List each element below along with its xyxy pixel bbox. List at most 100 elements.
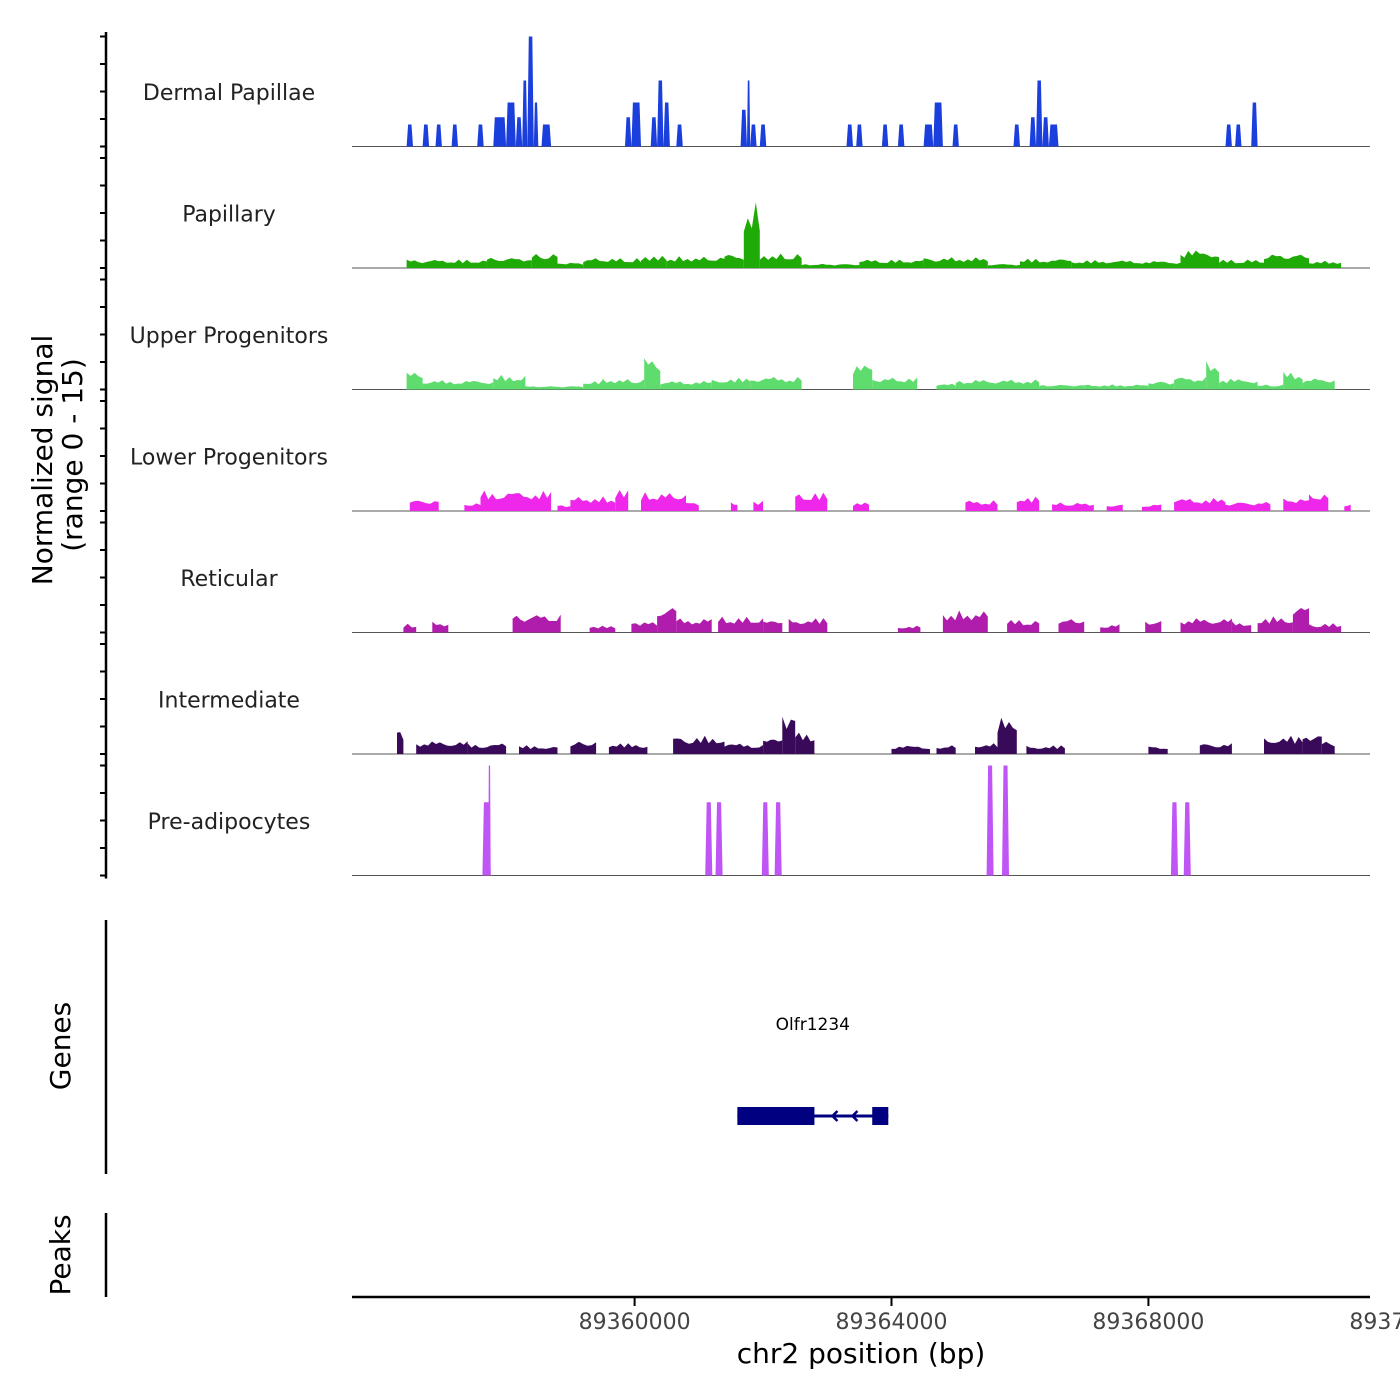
gene-olfr1234: Olfr1234: [737, 1015, 889, 1125]
coverage-peak: [1174, 376, 1207, 390]
coverage-peak: [750, 377, 802, 390]
coverage-peak: [1052, 502, 1094, 511]
coverage-peak: [486, 257, 532, 268]
track-lower-progenitors: Lower Progenitors: [130, 446, 1370, 512]
coverage-peak: [1013, 124, 1020, 147]
coverage-peak: [515, 117, 523, 147]
coverage-peak: [506, 102, 516, 147]
coverage-peak: [1142, 261, 1181, 268]
coverage-peak: [1257, 384, 1284, 390]
x-axis-ticks: 89360000 89364000 89368000 89372000: [579, 1297, 1400, 1335]
gene-models: Olfr1234: [737, 1015, 889, 1125]
coverage-peak: [753, 500, 764, 511]
coverage-peak: [743, 202, 760, 268]
coverage-peak: [782, 716, 796, 754]
coverage-peak: [666, 256, 725, 268]
coverage-peak: [801, 263, 860, 268]
coverage-peak: [859, 259, 924, 268]
coverage-peak: [480, 490, 552, 511]
coverage-peak: [570, 496, 616, 511]
coverage-peak: [1235, 124, 1242, 147]
track-pre-adipocytes: Pre-adipocytes: [148, 765, 1370, 876]
coverage-peak: [403, 623, 417, 633]
coverage-peak: [1042, 117, 1049, 147]
coverage-peak: [774, 802, 782, 876]
signal-y-axis: [100, 32, 108, 879]
coverage-peak: [1206, 361, 1220, 390]
coverage-peak: [557, 262, 584, 268]
gene-exon: [737, 1107, 815, 1125]
track-label: Dermal Papillae: [143, 81, 315, 106]
coverage-peak: [602, 378, 645, 390]
coverage-peak: [795, 492, 828, 511]
coverage-peak: [533, 102, 539, 147]
coverage-peak: [1231, 621, 1252, 633]
coverage-peak: [1174, 498, 1226, 511]
track-upper-progenitors: Upper Progenitors: [130, 324, 1370, 390]
coverage-peak: [1219, 259, 1264, 268]
track-dermal-papillae: Dermal Papillae: [143, 36, 1370, 147]
coverage-peak: [761, 802, 769, 876]
coverage-peak: [1002, 765, 1009, 876]
coverage-peak: [923, 257, 988, 268]
coverage-peak: [1264, 254, 1309, 268]
coverage-peak: [435, 124, 442, 147]
coverage-peak: [923, 124, 934, 147]
coverage-peak: [641, 255, 667, 268]
coverage-peak: [759, 124, 767, 147]
x-axis-title: chr2 position (bp): [737, 1337, 986, 1370]
coverage-peak: [1283, 498, 1309, 511]
coverage-peak: [788, 618, 828, 633]
coverage-peak: [1048, 124, 1059, 147]
coverage-peak: [897, 625, 921, 633]
coverage-peak: [1084, 384, 1149, 390]
coverage-peak: [467, 743, 507, 754]
coverage-peak: [1321, 741, 1335, 754]
gene-label: Olfr1234: [776, 1015, 850, 1035]
coverage-peak: [853, 365, 873, 390]
coverage-peak: [1039, 384, 1085, 390]
track-label: Lower Progenitors: [130, 446, 328, 471]
coverage-peak: [987, 264, 1020, 268]
coverage-peak: [583, 380, 603, 390]
x-tick-label: 89368000: [1092, 1310, 1204, 1335]
coverage-peak: [740, 109, 747, 147]
coverage-peak: [625, 117, 632, 147]
coverage-peak: [795, 732, 815, 754]
coverage-peak: [432, 621, 449, 633]
coverage-peak: [936, 383, 956, 390]
gene-exon: [872, 1107, 889, 1125]
coverage-peak: [570, 741, 597, 754]
coverage-peak: [1148, 746, 1168, 754]
coverage-peak: [531, 254, 558, 268]
track-papillary: Papillary: [182, 202, 1370, 269]
coverage-peak: [965, 500, 998, 511]
coverage-peak: [724, 255, 744, 268]
coverage-peak: [846, 124, 853, 147]
coverage-peak: [1292, 608, 1309, 633]
coverage-peak: [1225, 124, 1232, 147]
coverage-peak: [522, 80, 528, 147]
coverage-peak: [986, 765, 994, 876]
coverage-peak: [657, 80, 664, 147]
coverage-peak: [397, 732, 404, 754]
coverage-peak: [1007, 620, 1040, 633]
track-label: Papillary: [182, 203, 276, 228]
coverage-peak: [715, 802, 723, 876]
coverage-peak: [676, 618, 712, 633]
track-label: Reticular: [180, 567, 278, 592]
track-intermediate: Intermediate: [158, 689, 1370, 755]
coverage-peak: [1106, 504, 1123, 511]
coverage-peak: [406, 372, 423, 390]
coverage-peak: [1016, 496, 1040, 511]
coverage-peak: [525, 386, 584, 390]
coverage-peak: [1058, 619, 1085, 633]
coverage-peak: [493, 374, 526, 390]
x-tick-label: 89364000: [836, 1310, 948, 1335]
coverage-peak: [1180, 250, 1220, 268]
coverage-peak: [557, 505, 571, 511]
coverage-peak: [451, 124, 458, 147]
coverage-peak: [422, 380, 494, 390]
coverage-peak: [718, 616, 764, 633]
coverage-peak: [763, 621, 783, 633]
